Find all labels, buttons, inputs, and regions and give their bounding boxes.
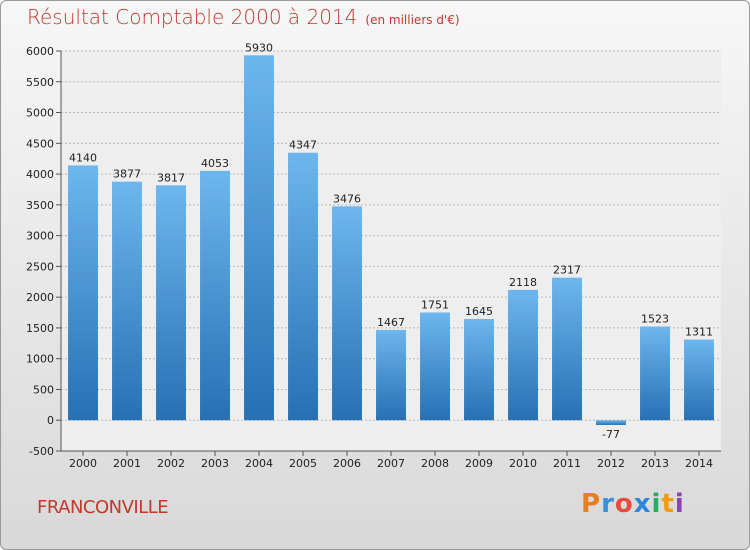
y-tick-label: 5500 — [26, 76, 54, 89]
y-tick-label: -500 — [29, 445, 54, 458]
y-tick-label: 500 — [33, 383, 54, 396]
logo-letter: P — [581, 489, 602, 519]
data-label: 4347 — [289, 139, 317, 152]
logo-letter: t — [661, 489, 675, 519]
data-label: 2118 — [509, 276, 537, 289]
y-tick-label: 1500 — [26, 322, 54, 335]
bar — [552, 277, 582, 421]
x-tick-label: 2001 — [113, 457, 141, 470]
data-label: -77 — [602, 428, 620, 441]
data-label: 4053 — [201, 157, 229, 170]
chart-title-block: Résultat Comptable 2000 à 2014 (en millie… — [27, 5, 460, 29]
x-tick-label: 2003 — [201, 457, 229, 470]
logo-letter: i — [651, 489, 662, 519]
data-label: 1311 — [685, 326, 713, 339]
y-tick-label: 6000 — [26, 45, 54, 58]
data-label: 4140 — [69, 151, 97, 164]
data-label: 3817 — [157, 171, 185, 184]
bar — [68, 165, 98, 421]
bar — [332, 206, 362, 421]
bar — [684, 339, 714, 421]
x-tick-label: 2006 — [333, 457, 361, 470]
x-tick-label: 2011 — [553, 457, 581, 470]
x-tick-label: 2005 — [289, 457, 317, 470]
y-tick-label: 3000 — [26, 230, 54, 243]
data-label: 5930 — [245, 41, 273, 54]
logo-letter: r — [601, 489, 615, 519]
x-tick-label: 2009 — [465, 457, 493, 470]
x-tick-label: 2008 — [421, 457, 449, 470]
city-name: FRANCONVILLE — [37, 497, 169, 518]
bar — [376, 329, 406, 421]
y-tick-label: 3500 — [26, 199, 54, 212]
bar — [288, 152, 318, 421]
y-tick-label: 5000 — [26, 107, 54, 120]
data-label: 2317 — [553, 264, 581, 277]
bar — [464, 319, 494, 421]
chart-subtitle: (en milliers d'€) — [365, 13, 460, 27]
bar — [508, 289, 538, 421]
logo-letter: i — [674, 489, 685, 519]
y-tick-label: 2000 — [26, 291, 54, 304]
y-tick-label: 2500 — [26, 260, 54, 273]
bar — [420, 312, 450, 421]
y-tick-label: 1000 — [26, 353, 54, 366]
bar — [596, 420, 626, 425]
x-tick-label: 2010 — [509, 457, 537, 470]
data-label: 1645 — [465, 305, 493, 318]
bar — [244, 55, 274, 421]
data-label: 3476 — [333, 192, 361, 205]
bar — [640, 326, 670, 421]
y-tick-label: 4000 — [26, 168, 54, 181]
y-tick-label: 4500 — [26, 137, 54, 150]
x-tick-label: 2007 — [377, 457, 405, 470]
x-tick-label: 2012 — [597, 457, 625, 470]
data-label: 1467 — [377, 316, 405, 329]
y-tick-label: 0 — [47, 414, 54, 427]
data-label: 1751 — [421, 298, 449, 311]
chart-title: Résultat Comptable 2000 à 2014 — [27, 5, 358, 29]
x-tick-label: 2004 — [245, 457, 273, 470]
data-label: 3877 — [113, 168, 141, 181]
bar — [156, 185, 186, 421]
logo-letter: x — [633, 489, 652, 519]
logo-letter: o — [614, 489, 634, 519]
proxiti-logo: Proxiti — [581, 489, 685, 519]
x-tick-label: 2014 — [685, 457, 713, 470]
bar — [200, 170, 230, 421]
x-tick-label: 2000 — [69, 457, 97, 470]
bar — [112, 181, 142, 421]
x-tick-label: 2013 — [641, 457, 669, 470]
x-tick-label: 2002 — [157, 457, 185, 470]
data-label: 1523 — [641, 313, 669, 326]
